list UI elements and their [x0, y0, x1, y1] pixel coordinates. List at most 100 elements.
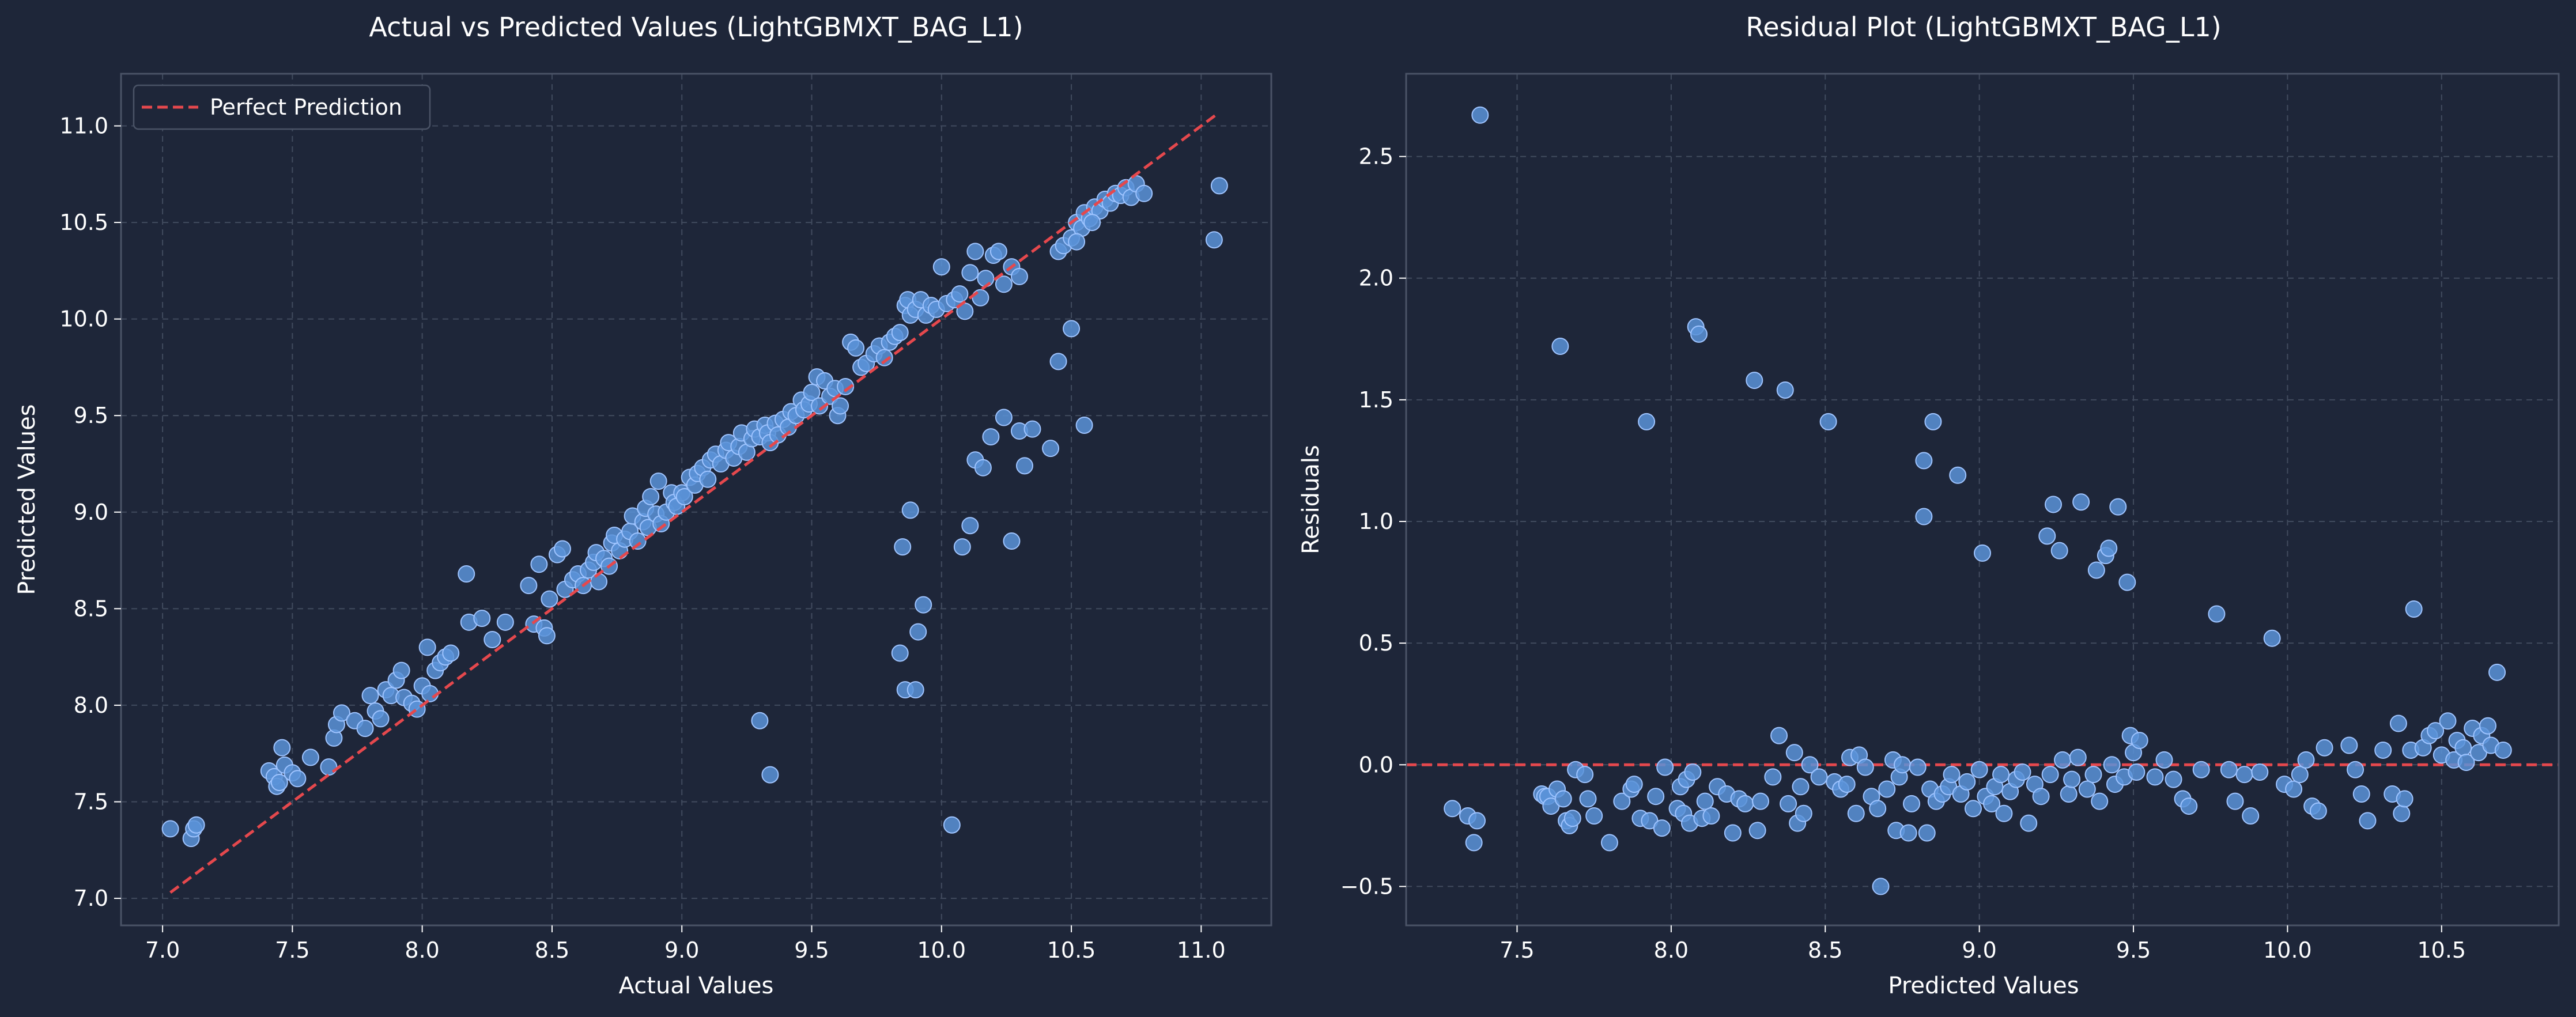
data-point	[1696, 792, 1714, 810]
chart-title: Residual Plot (LightGBMXT_BAG_L1)	[1746, 12, 2221, 43]
data-point	[1135, 184, 1153, 202]
data-point	[442, 644, 460, 662]
data-point	[1995, 804, 2013, 822]
data-point	[906, 681, 924, 699]
data-point	[2226, 792, 2244, 810]
data-point	[1600, 834, 1618, 852]
data-point	[891, 644, 909, 662]
data-point	[1068, 233, 1086, 251]
data-point	[1613, 792, 1631, 810]
data-point	[1838, 776, 1856, 793]
data-point	[1003, 532, 1021, 550]
data-point	[1776, 381, 1794, 399]
y-tick-label: 10.5	[59, 210, 108, 235]
x-axis-label: Predicted Values	[1888, 973, 2079, 999]
data-point	[2405, 600, 2423, 618]
data-point	[1579, 790, 1597, 808]
y-tick-label: −0.5	[1340, 874, 1393, 899]
data-point	[2427, 722, 2445, 740]
data-point	[2374, 741, 2392, 759]
x-tick-label: 9.5	[2116, 937, 2151, 963]
x-tick-label: 7.0	[145, 937, 180, 963]
x-tick-label: 8.0	[1654, 937, 1689, 963]
data-point	[1563, 810, 1581, 827]
x-tick-label: 10.5	[1047, 937, 1096, 963]
data-point	[1656, 758, 1674, 776]
data-point	[1872, 878, 1890, 895]
y-tick-label: 11.0	[59, 113, 108, 138]
data-point	[2439, 712, 2457, 730]
chart-title: Actual vs Predicted Values (LightGBMXT_B…	[369, 12, 1023, 43]
data-point	[1724, 824, 1742, 842]
data-point	[649, 472, 667, 490]
data-point	[1918, 824, 1936, 842]
data-point	[2251, 763, 2269, 781]
data-point	[1970, 761, 1988, 778]
data-point	[2044, 496, 2062, 513]
data-point	[1810, 768, 1828, 786]
y-tick-label: 7.5	[74, 789, 108, 815]
data-point	[1023, 420, 1041, 438]
data-point	[2359, 812, 2377, 830]
data-point	[2118, 573, 2136, 591]
x-tick-label: 10.0	[917, 937, 966, 963]
data-point	[2352, 785, 2370, 803]
data-point	[894, 538, 912, 556]
data-point	[1702, 807, 1720, 825]
data-point	[832, 397, 849, 415]
data-point	[2084, 766, 2102, 784]
y-tick-label: 0.0	[1359, 752, 1393, 777]
y-tick-label: 1.0	[1359, 509, 1393, 534]
data-point	[320, 758, 338, 776]
y-tick-label: 7.0	[74, 886, 108, 911]
legend-box	[133, 84, 431, 130]
data-point	[2091, 792, 2109, 810]
data-point	[675, 487, 693, 505]
x-axis-ticks: 7.5 8.0 8.5 9.0 9.5 10.0 10.5	[1499, 925, 2466, 963]
data-point	[977, 270, 995, 288]
data-point	[1063, 320, 1081, 338]
grid	[121, 74, 1271, 925]
data-point	[520, 577, 538, 595]
data-point	[909, 623, 927, 641]
residual-chart: Residual Plot (LightGBMXT_BAG_L1) 7.5 8.0…	[1298, 12, 2560, 999]
data-point	[961, 264, 979, 282]
data-point	[333, 704, 350, 722]
data-point	[642, 487, 660, 505]
data-point	[1764, 768, 1782, 786]
data-point	[837, 377, 855, 395]
y-tick-label: 2.0	[1359, 266, 1393, 291]
data-point	[2038, 527, 2056, 545]
data-point	[1015, 457, 1033, 475]
data-point	[1801, 756, 1819, 774]
data-point	[1819, 413, 1837, 430]
data-point	[1554, 790, 1572, 808]
data-point	[1647, 788, 1665, 806]
data-point	[915, 596, 932, 614]
data-point	[1638, 413, 1656, 430]
data-point	[966, 243, 984, 260]
y-tick-label: 9.5	[74, 403, 108, 428]
data-point	[2285, 780, 2303, 798]
plot-frame	[1405, 73, 2560, 927]
data-point	[161, 820, 179, 838]
data-point	[1075, 416, 1093, 434]
data-point	[2494, 741, 2512, 759]
x-tick-label: 8.5	[535, 937, 569, 963]
data-point	[2063, 770, 2081, 788]
data-point	[484, 630, 501, 648]
actual-vs-predicted-chart: Actual vs Predicted Values (LightGBMXT_B…	[14, 12, 1272, 999]
data-point	[1751, 792, 1769, 810]
data-point	[1690, 325, 1708, 343]
data-point	[458, 565, 475, 583]
data-point	[1909, 758, 1927, 776]
y-tick-label: 0.5	[1359, 630, 1393, 656]
data-point	[2393, 804, 2411, 822]
data-point	[995, 409, 1013, 426]
data-point	[982, 428, 1000, 446]
data-point	[932, 258, 950, 276]
data-point	[953, 538, 971, 556]
data-point	[1856, 758, 1874, 776]
data-point	[2235, 766, 2253, 784]
